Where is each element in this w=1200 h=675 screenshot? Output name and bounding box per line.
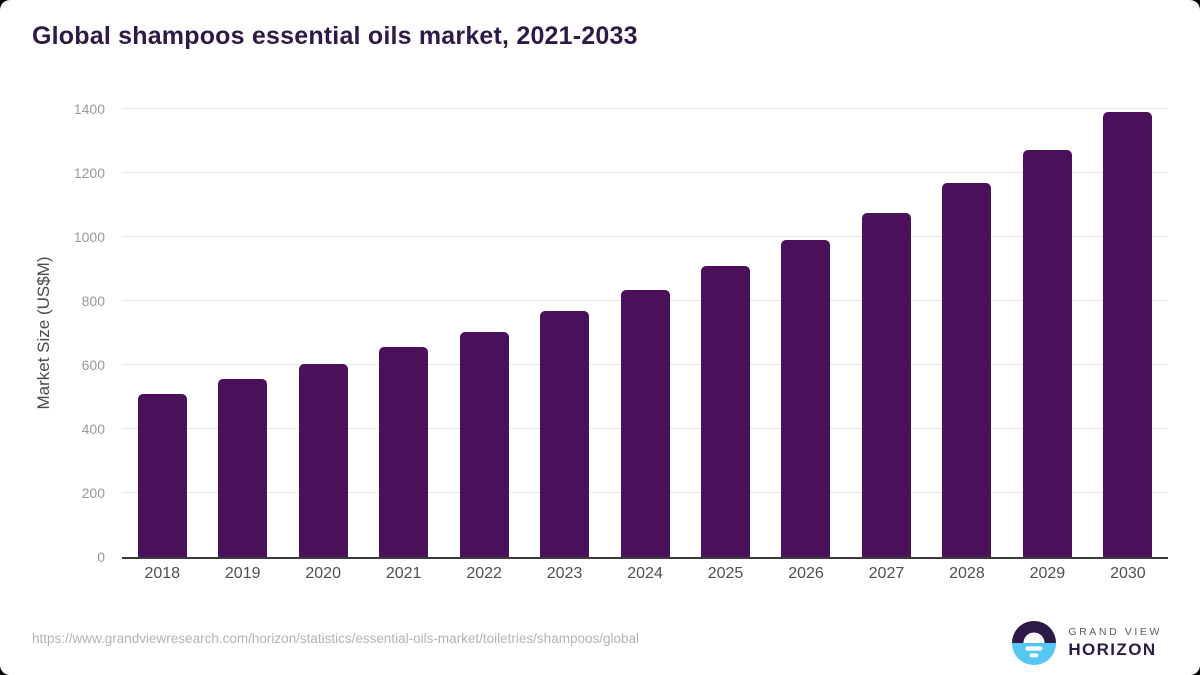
bar-column (766, 109, 846, 557)
x-tick-label: 2025 (707, 565, 744, 582)
x-axis-labels: 2018 2019 2020 2021 2022 2023 2024 2025 2026 2027… (122, 565, 1168, 583)
source-url: https://www.grandviewresearch.com/horizo… (32, 631, 639, 646)
y-tick-label: 1400 (73, 101, 105, 117)
y-tick-label: 0 (97, 549, 105, 565)
bar (137, 394, 187, 557)
brand-name-top: GRAND VIEW (1068, 626, 1162, 638)
bar-column (524, 109, 604, 557)
bar (298, 364, 348, 557)
bar-column (927, 109, 1007, 557)
bar-column (122, 109, 202, 557)
x-tick-label: 2026 (788, 565, 824, 582)
bar-column (444, 109, 524, 557)
bar (540, 311, 590, 557)
y-tick-label: 600 (81, 357, 105, 373)
brand-name-bottom: HORIZON (1068, 640, 1157, 659)
horizon-logo-icon (1012, 620, 1057, 666)
x-tick-label: 2022 (466, 565, 502, 582)
bar (701, 266, 751, 557)
gridline (122, 236, 1168, 237)
bar-column (283, 109, 363, 557)
y-tick-label: 200 (81, 485, 105, 501)
bar-column (846, 109, 926, 557)
x-tick-label: 2030 (1110, 565, 1146, 582)
brand-logo: GRAND VIEW HORIZON (1011, 620, 1162, 666)
chart-title: Global shampoos essential oils market, 2… (32, 22, 638, 50)
plot-area (122, 108, 1168, 559)
bar (861, 212, 911, 557)
bar (942, 183, 992, 557)
x-tick-label: 2021 (385, 565, 422, 582)
bar-column (1088, 109, 1168, 557)
x-tick-label: 2027 (868, 565, 905, 582)
bar-column (685, 109, 765, 557)
bar (1022, 149, 1072, 557)
x-tick-label: 2018 (144, 565, 181, 582)
bar-column (1007, 109, 1087, 557)
bar (620, 290, 670, 557)
y-tick-label: 1200 (73, 165, 105, 181)
y-axis-tick-labels: 0 200 400 600 800 1000 1200 1400 (0, 101, 105, 565)
gridline (122, 172, 1168, 173)
bar-column (605, 109, 685, 557)
bar-column (202, 109, 282, 557)
y-tick-label: 400 (81, 421, 105, 437)
bar (379, 347, 429, 557)
x-tick-label: 2019 (224, 565, 261, 582)
gridline (122, 108, 1168, 109)
bar (218, 378, 268, 557)
x-tick-label: 2029 (1029, 565, 1066, 582)
y-tick-label: 800 (81, 293, 105, 309)
bar-column (363, 109, 443, 557)
brand-wordmark: GRAND VIEW HORIZON (1068, 626, 1162, 660)
x-tick-label: 2028 (949, 565, 985, 582)
bar (459, 332, 509, 557)
x-tick-label: 2020 (305, 565, 341, 582)
x-tick-label: 2024 (627, 565, 663, 582)
y-tick-label: 1000 (73, 229, 105, 245)
bar (781, 240, 831, 557)
x-tick-label: 2023 (546, 565, 583, 582)
bar (1103, 112, 1153, 557)
bars-container (122, 109, 1168, 557)
